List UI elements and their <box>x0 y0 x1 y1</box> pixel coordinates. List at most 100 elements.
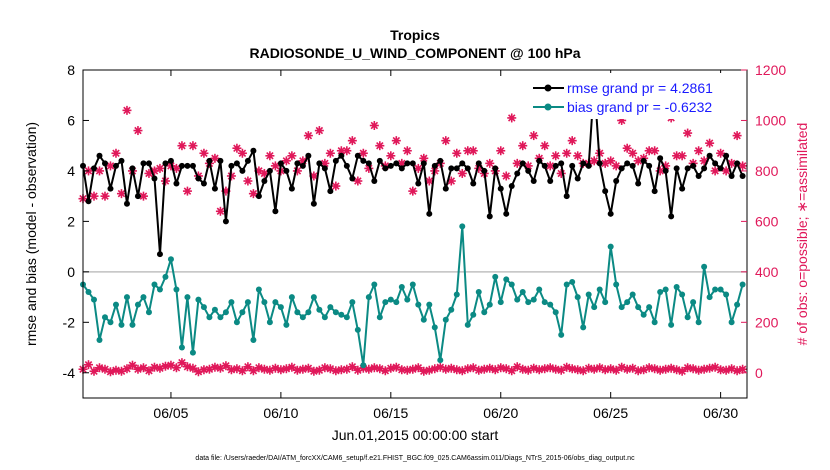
obs-possible-point <box>468 363 478 373</box>
rmse-point <box>349 175 356 182</box>
chart-subtitle: RADIOSONDE_U_WIND_COMPONENT @ 100 hPa <box>249 45 580 61</box>
bias-point <box>140 294 147 301</box>
rmse-point <box>365 160 372 167</box>
rmse-point <box>426 210 433 217</box>
obs-possible-point <box>644 363 654 373</box>
obs-assimilated-point <box>298 156 308 166</box>
obs-assimilated-point-core <box>97 168 102 174</box>
rmse-point <box>343 162 350 169</box>
rmse-point <box>420 160 427 167</box>
bias-point <box>734 301 741 308</box>
bias-point <box>679 291 686 298</box>
obs-assimilated-point-core <box>245 178 251 184</box>
obs-assimilated-point-core <box>174 166 179 171</box>
obs-assimilated-point-core <box>306 133 311 138</box>
bias-point <box>563 281 570 288</box>
obs-assimilated-point-core <box>624 146 630 151</box>
rmse-point <box>734 160 741 167</box>
obs-assimilated-point-core <box>146 171 152 176</box>
bias-point <box>503 276 510 283</box>
obs-possible-point-core <box>130 363 135 368</box>
rmse-point <box>211 185 218 192</box>
obs-possible-point-core <box>493 367 498 372</box>
obs-assimilated-point <box>369 121 379 131</box>
obs-possible-point <box>226 365 236 375</box>
rmse-point <box>316 160 323 167</box>
bias-point <box>585 291 592 298</box>
obs-possible-point <box>298 364 308 374</box>
obs-assimilated-point-core <box>124 108 130 113</box>
rmse-point <box>123 200 130 207</box>
obs-possible-point-core <box>124 366 130 371</box>
obs-possible-point-core <box>344 367 350 372</box>
rmse-point <box>558 160 565 167</box>
rmse-point <box>305 152 312 159</box>
obs-assimilated-point-core <box>333 183 339 189</box>
bias-point <box>343 314 350 321</box>
bias-point <box>536 286 543 293</box>
obs-possible-point-core <box>350 364 355 369</box>
obs-possible-point <box>276 365 286 375</box>
bias-point <box>602 299 609 306</box>
bias-point <box>481 309 488 316</box>
obs-assimilated-point <box>314 126 324 136</box>
obs-possible-point <box>292 365 302 375</box>
obs-assimilated-point <box>188 141 198 151</box>
obs-assimilated-point-core <box>575 153 580 158</box>
obs-possible-point <box>243 362 253 372</box>
bias-point <box>151 281 158 288</box>
bias-point <box>618 304 625 311</box>
obs-assimilated-point <box>342 146 352 156</box>
obs-possible-point-core <box>245 364 251 369</box>
obs-assimilated-point-core <box>322 161 328 166</box>
bias-point <box>272 299 279 306</box>
obs-possible-point-core <box>207 367 212 372</box>
rmse-point <box>459 160 466 167</box>
rmse-point <box>167 157 174 164</box>
obs-possible-point-core <box>679 369 685 374</box>
rmse-point <box>629 162 636 169</box>
obs-assimilated-point <box>573 151 583 161</box>
obs-possible-point-core <box>86 362 91 367</box>
rmse-point <box>574 175 581 182</box>
y-right-tick-label: 200 <box>755 314 779 330</box>
bias-point <box>684 314 691 321</box>
rmse-point <box>492 165 499 172</box>
y-axis-left-label: rmse and bias (model - observation) <box>23 122 39 346</box>
obs-assimilated-point-core <box>630 151 635 156</box>
obs-assimilated-point-core <box>564 151 569 156</box>
obs-assimilated-point-core <box>449 178 454 184</box>
obs-assimilated-point <box>199 148 209 158</box>
obs-assimilated-point-core <box>602 161 608 166</box>
obs-possible-point-core <box>141 365 146 370</box>
obs-possible-point-core <box>306 366 311 371</box>
rmse-point <box>613 178 620 185</box>
rmse-point <box>448 165 455 172</box>
obs-possible-point <box>479 364 489 374</box>
bias-point <box>712 286 719 293</box>
obs-possible-point <box>177 358 187 368</box>
obs-assimilated-point-core <box>179 143 185 148</box>
y-left-tick-label: 2 <box>67 213 75 229</box>
rmse-point <box>624 160 631 167</box>
rmse-point <box>129 165 136 172</box>
obs-possible-point <box>474 365 484 375</box>
obs-assimilated-point-core <box>251 191 256 196</box>
bias-point <box>453 291 460 298</box>
rmse-point <box>387 162 394 169</box>
legend-bias-marker <box>544 103 552 111</box>
bias-point <box>701 263 708 270</box>
rmse-point <box>321 165 328 172</box>
obs-assimilated-point-core <box>427 178 432 184</box>
bias-point <box>222 309 229 316</box>
obs-possible-point-core <box>168 363 174 368</box>
obs-assimilated-point <box>177 141 187 151</box>
y-left-tick-label: 8 <box>67 62 75 78</box>
obs-assimilated-point <box>391 136 401 146</box>
rmse-point <box>701 165 708 172</box>
bias-point <box>338 311 345 318</box>
obs-assimilated-point-core <box>570 138 575 143</box>
obs-assimilated-point <box>237 148 247 158</box>
obs-possible-point-core <box>223 363 229 368</box>
obs-assimilated-point <box>270 161 280 171</box>
